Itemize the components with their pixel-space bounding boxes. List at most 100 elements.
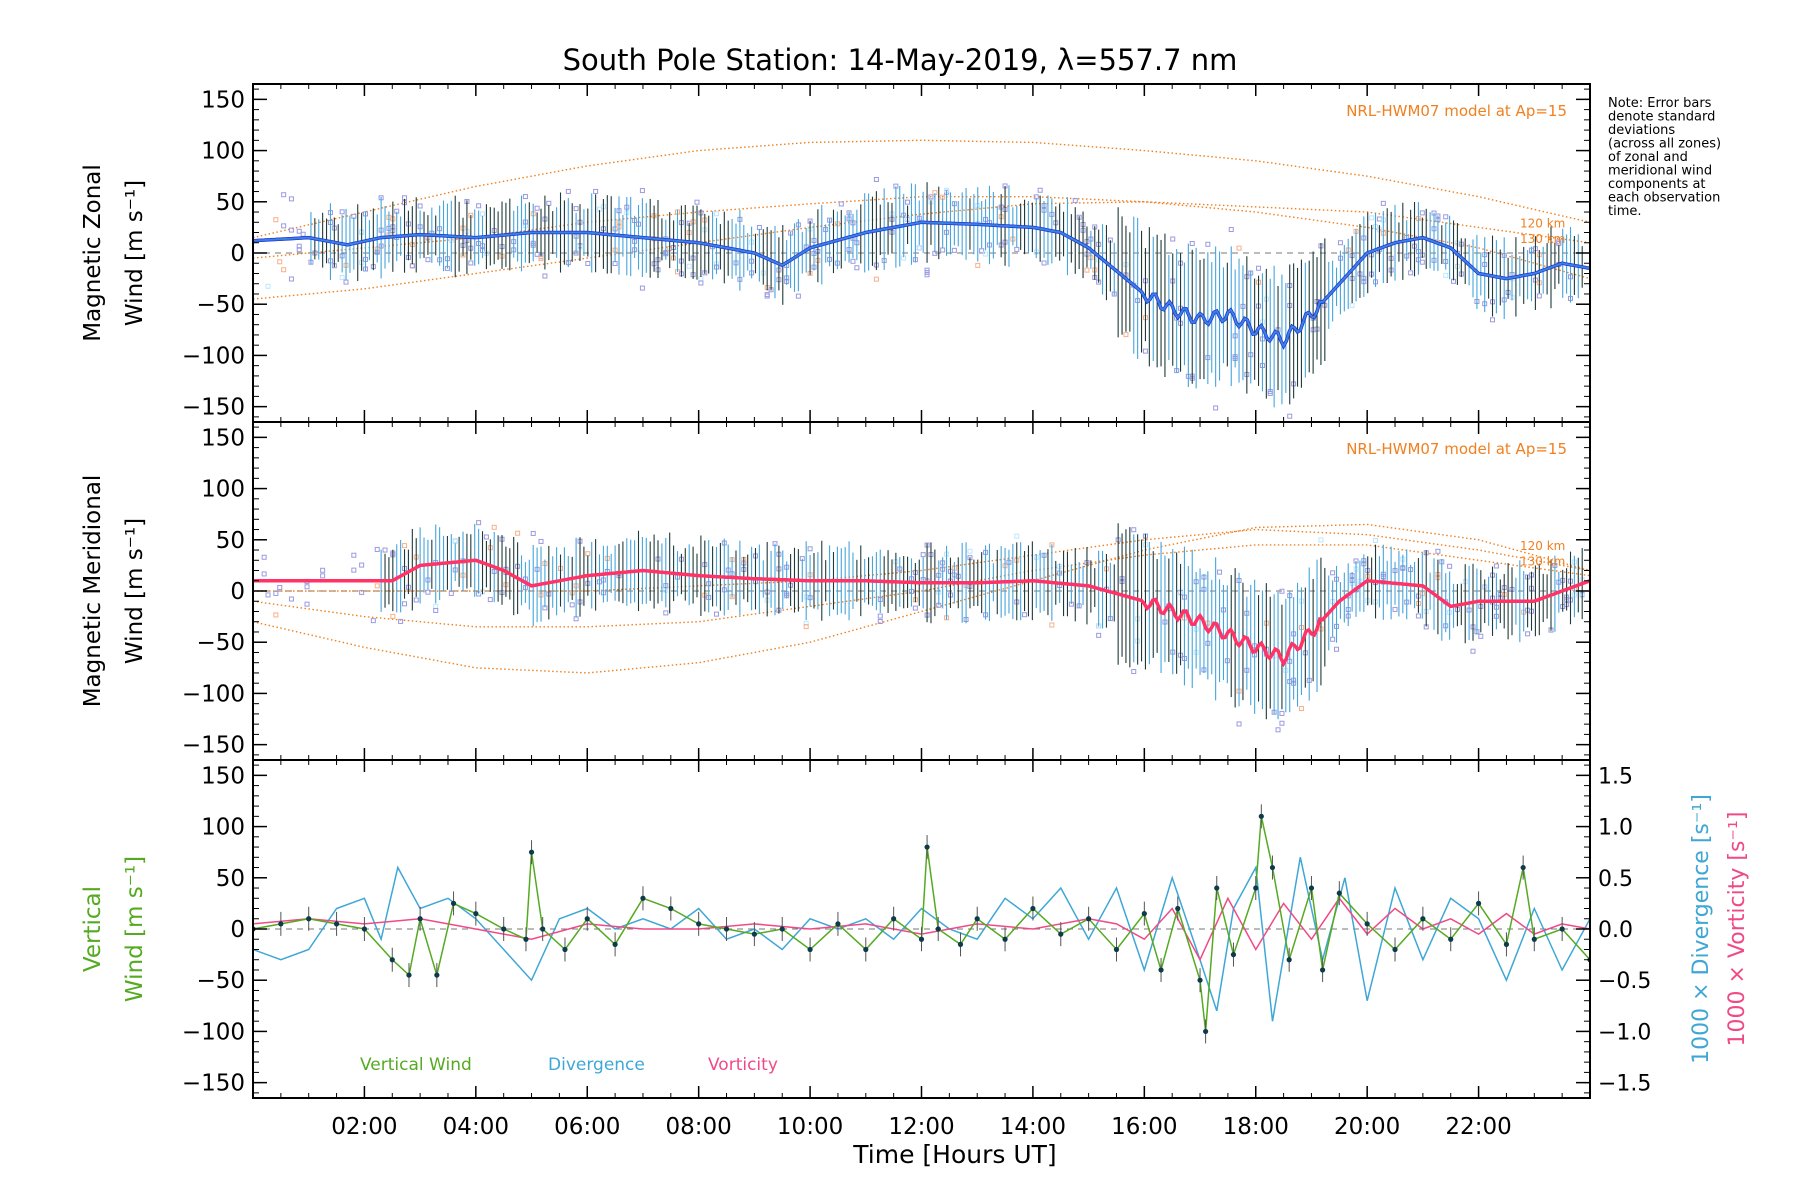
zone-point [1334, 646, 1340, 652]
note-line: Note: Error bars [1608, 96, 1712, 111]
note-line: deviations [1608, 123, 1675, 138]
y-axis-label-line2: Wind [m s⁻¹] [122, 518, 148, 664]
x-tick-label: 22:00 [1445, 1114, 1511, 1140]
zone-point [1256, 265, 1262, 271]
y-tick-label: −100 [182, 343, 245, 369]
y2-tick-label: 0.5 [1598, 867, 1633, 892]
model-curve [253, 528, 1590, 592]
zone-point [265, 283, 271, 289]
model-curve [253, 523, 1590, 674]
zone-point [522, 194, 528, 200]
zone-point [296, 243, 302, 249]
y-axis-label-line2: Wind [m s⁻¹] [122, 856, 148, 1002]
model-curve [253, 544, 1590, 628]
vertical-point [1141, 911, 1147, 917]
note-line: denote standard [1608, 110, 1715, 125]
x-tick-label: 10:00 [777, 1114, 843, 1140]
vertical-point [1030, 905, 1036, 912]
note-line: components at [1608, 177, 1706, 192]
zone-point [281, 267, 287, 273]
y-tick-label: 50 [216, 190, 245, 216]
zone-point [916, 245, 922, 251]
vertical-point [1002, 936, 1008, 942]
zone-point [1123, 332, 1129, 338]
y2-tick-label: −1.0 [1598, 1020, 1651, 1045]
model-label-130km: 130 km [1520, 554, 1565, 568]
zone-point [433, 608, 439, 614]
vertical-point [957, 941, 964, 947]
vertical-point [523, 936, 529, 942]
zone-point [425, 589, 431, 595]
x-tick-label: 20:00 [1334, 1114, 1400, 1140]
vertical-point [1113, 946, 1120, 953]
y-tick-label: 0 [230, 241, 245, 267]
zone-point [1349, 302, 1355, 308]
y-axis-label-line1: Magnetic Zonal [80, 164, 106, 342]
vertical-point [807, 946, 813, 953]
y-tick-label: 100 [201, 139, 245, 165]
model-label-120km: 120 km [1520, 216, 1565, 230]
zone-point [351, 552, 357, 558]
y-tick-label: 100 [201, 815, 245, 841]
zone-point [1447, 563, 1453, 569]
zone-point [448, 590, 454, 596]
y-tick-label: −50 [196, 968, 245, 994]
zone-point [1408, 270, 1414, 276]
zone-point [320, 573, 326, 579]
vertical-point [863, 946, 869, 953]
zone-point [585, 260, 591, 266]
vertical-point [584, 916, 590, 922]
zone-point [713, 211, 719, 217]
zone-point [546, 200, 552, 206]
y-tick-label: 50 [216, 528, 245, 554]
error-bars [380, 523, 1583, 720]
zone-point [277, 259, 283, 265]
zone-point [1236, 721, 1242, 727]
zone-point [1279, 588, 1285, 594]
zone-point [1287, 413, 1293, 419]
zone-point [1443, 214, 1449, 220]
vertical-point [389, 957, 395, 963]
vertical-point [1503, 941, 1510, 947]
zone-point [698, 280, 704, 286]
vertical-point [935, 926, 941, 932]
x-tick-label: 12:00 [888, 1114, 954, 1140]
zone-point [1131, 669, 1137, 675]
zone-point [1330, 636, 1336, 642]
zone-point [425, 257, 431, 263]
vertical-point [1214, 885, 1220, 891]
zone-point [924, 272, 930, 278]
vertical-point [333, 921, 340, 927]
zone-point [1392, 606, 1398, 612]
vertical-point [1336, 890, 1342, 896]
vertical-point [835, 921, 841, 927]
x-tick-labels: 02:00 04:00 06:00 08:00 10:00 12:00 14:00 16:00… [331, 1114, 1511, 1140]
zone-point [1279, 710, 1285, 716]
zone-point [265, 592, 271, 598]
zone-point [1419, 210, 1425, 216]
zone-point [320, 567, 326, 573]
model-label-130km: 130 km [1520, 232, 1565, 246]
zone-point [413, 597, 419, 603]
zone-point [530, 530, 536, 536]
zone-point [639, 285, 645, 291]
note-line: (across all zones) [1608, 137, 1721, 152]
vertical-wind-line [253, 816, 1590, 1032]
zone-point [1142, 348, 1148, 354]
zone-point [1014, 246, 1020, 252]
vertical-point [1197, 977, 1203, 983]
vertical-point [417, 916, 423, 922]
zone-point [1470, 648, 1476, 654]
zone-point [951, 247, 957, 253]
zone-point [1275, 727, 1281, 733]
y2-tick-label: −0.5 [1598, 969, 1651, 994]
zone-point [304, 601, 310, 607]
zone-point [390, 613, 396, 619]
zone-point [402, 601, 408, 607]
zone-point [351, 567, 357, 573]
zone-point [1228, 227, 1234, 233]
zone-point [1084, 267, 1090, 273]
zone-point [838, 201, 844, 207]
zone-point [288, 196, 294, 202]
